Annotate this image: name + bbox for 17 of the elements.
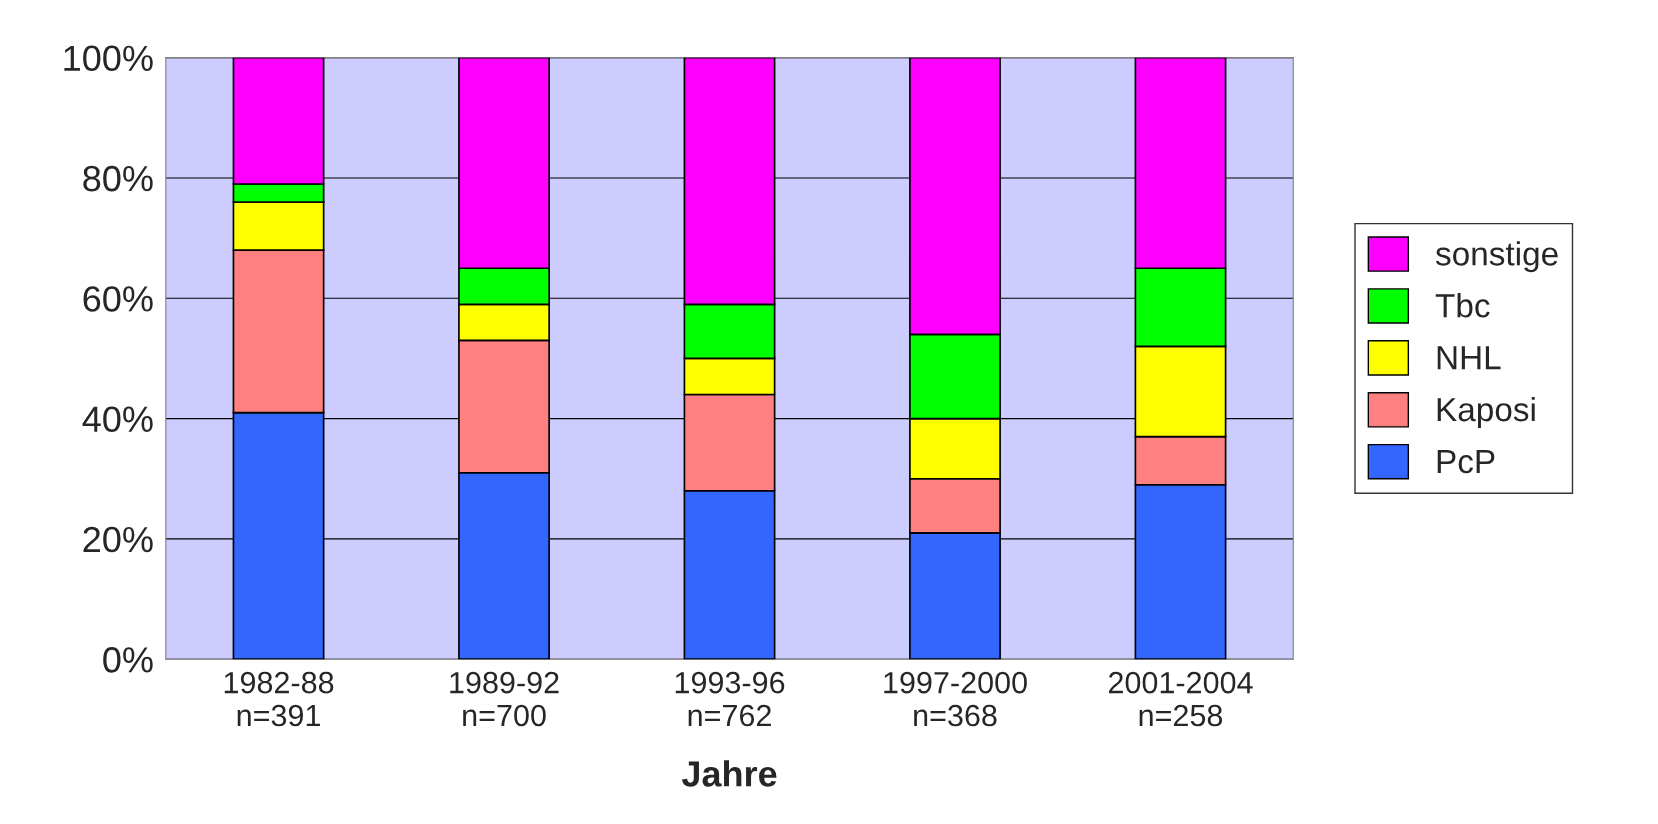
y-tick-label: 60% [83,286,153,312]
legend-label: NHL [1437,346,1501,370]
x-tick-label: 1993-96 n=762 [675,671,785,727]
legend-label: Kaposi [1437,396,1535,428]
x-tick-label: 1997-2000 n=368 [884,671,1027,727]
x-axis-title: Jahre [681,760,777,787]
y-tick-label: 100% [64,45,153,72]
y-tick-label: 20% [83,526,153,553]
y-tick-label: 40% [82,406,153,433]
y-tick-label: 0% [103,647,153,673]
y-tick-label: 80% [83,165,153,192]
legend-label: Tbc [1435,293,1490,318]
x-tick-label: 1989-92 n=700 [450,671,559,727]
legend-label: sonstige [1435,241,1558,273]
x-tick-label: 1982-88 n=391 [224,671,334,727]
x-tick-label: 2001-2004 n=258 [1108,671,1253,727]
legend-label: PcP [1437,450,1495,474]
